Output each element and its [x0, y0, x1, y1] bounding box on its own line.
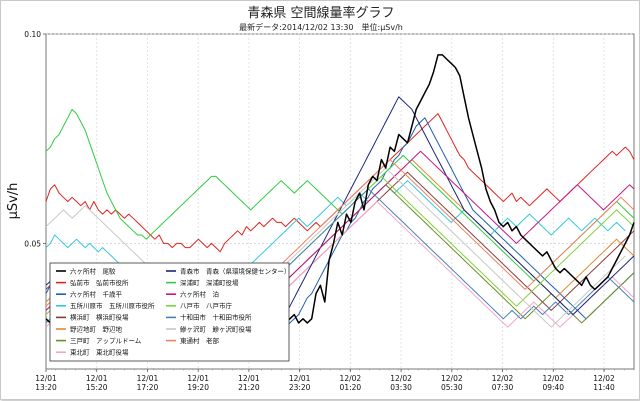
x-tick-date: 12/01 [86, 374, 108, 383]
legend-box [49, 262, 290, 362]
x-tick-date: 12/02 [441, 374, 463, 383]
legend-entry: 五所川原市 五所川原市役所 [70, 301, 155, 310]
x-tick-date: 12/01 [137, 374, 159, 383]
x-tick-date: 12/01 [238, 374, 260, 383]
legend-entry: 弘前市 弘前市役所 [70, 278, 129, 287]
x-tick-time: 17:20 [137, 383, 159, 392]
x-tick-date: 12/02 [593, 374, 615, 383]
x-tick-time: 11:40 [593, 383, 615, 392]
legend-entry: 東北町 東北町役場 [70, 348, 129, 357]
legend-entry: 深浦町 深浦町役場 [180, 278, 239, 287]
legend-entry: 六ヶ所村 千歳平 [70, 290, 123, 299]
x-tick-date: 12/02 [542, 374, 564, 383]
legend-entry: 三戸町 アップルドーム [70, 337, 142, 345]
legend-entry: 六ヶ所村 尾駮 [70, 266, 116, 275]
x-tick-time: 05:30 [441, 383, 463, 392]
x-tick-time: 01:20 [340, 383, 362, 392]
x-tick-time: 15:20 [86, 383, 108, 392]
chart-subtitle: 最新データ:2014/12/02 13:30 単位:μSv/h [239, 22, 403, 32]
x-tick-date: 12/01 [187, 374, 209, 383]
legend-entry: 東通村 老部 [180, 336, 220, 345]
x-tick-date: 12/02 [390, 374, 412, 383]
legend-entry: 八戸市 八戸市庁 [180, 301, 233, 310]
y-ticks: 0.05 0.10 [24, 30, 46, 248]
x-tick-time: 03:30 [390, 383, 412, 392]
legend-entry: 野辺地町 野辺地 [70, 324, 123, 333]
legend-entry: 六ヶ所村 泊 [180, 290, 219, 299]
x-tick-time: 21:20 [238, 383, 260, 392]
x-tick-date: 12/02 [340, 374, 362, 383]
x-tick-time: 09:40 [542, 383, 564, 392]
legend-entry: 十和田市 十和田市役所 [180, 313, 252, 322]
x-tick-time: 23:20 [289, 383, 311, 392]
y-axis-label: μSv/h [6, 183, 21, 220]
legend-entry: 青森市 青森（県環境保健センター） [180, 266, 291, 275]
x-tick-date: 12/01 [289, 374, 311, 383]
x-tick-date: 12/02 [492, 374, 514, 383]
x-ticks: 12/0113:2012/0115:2012/0117:2012/0119:20… [35, 369, 635, 392]
series-line-14 [45, 167, 626, 332]
grid-lines [46, 33, 634, 369]
x-tick-time: 07:30 [492, 383, 514, 392]
x-tick-date: 12/01 [35, 374, 57, 383]
legend-entry: 鰺ヶ沢町 鰺ヶ沢町役場 [180, 324, 252, 333]
y-tick-label: 0.10 [24, 30, 41, 39]
y-tick-label: 0.05 [24, 239, 41, 248]
chart-title: 青森県 空間線量率グラフ [247, 5, 394, 21]
x-tick-time: 13:20 [35, 383, 57, 392]
legend-entry: 横浜町 横浜町役場 [70, 313, 129, 322]
x-tick-time: 19:20 [187, 383, 209, 392]
